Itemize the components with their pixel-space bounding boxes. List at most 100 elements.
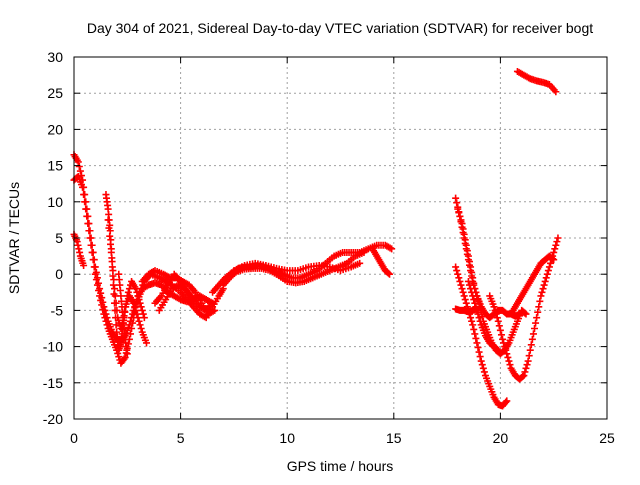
data-point	[209, 299, 217, 307]
data-point	[142, 339, 150, 347]
data-point	[520, 372, 528, 380]
data-point	[547, 259, 555, 267]
data-point	[475, 314, 483, 322]
data-point	[522, 310, 530, 318]
data-point	[523, 361, 531, 369]
x-tick-label: 5	[177, 430, 185, 446]
y-tick-label: 5	[55, 230, 63, 246]
data-point	[461, 296, 469, 304]
data-point	[521, 368, 529, 376]
x-tick-label: 20	[493, 430, 509, 446]
y-tick-label: -15	[43, 375, 63, 391]
data-point	[460, 292, 468, 300]
data-point	[137, 325, 145, 332]
y-tick-label: -20	[43, 411, 63, 427]
data-point	[469, 292, 477, 300]
data-point	[528, 335, 536, 343]
data-point	[499, 335, 507, 343]
data-point	[470, 279, 478, 287]
data-point	[527, 341, 535, 349]
x-tick-label: 15	[386, 430, 402, 446]
series-arc-18	[486, 234, 562, 383]
data-point	[468, 288, 476, 296]
y-tick-label: 25	[47, 85, 63, 101]
data-point	[470, 325, 478, 333]
data-point	[480, 368, 488, 376]
y-tick-label: -10	[43, 339, 63, 355]
data-point	[452, 194, 460, 202]
data-point	[501, 343, 509, 351]
data-point	[470, 296, 478, 304]
data-point	[552, 241, 560, 249]
data-point	[138, 306, 146, 314]
data-point	[455, 274, 463, 282]
data-point	[502, 398, 510, 406]
data-point	[84, 220, 92, 228]
data-point	[86, 234, 94, 242]
series-arc-11	[219, 248, 368, 289]
data-point	[90, 263, 98, 271]
data-point	[503, 350, 511, 358]
data-point	[121, 353, 129, 361]
data-point	[549, 255, 557, 263]
data-point	[456, 212, 464, 220]
data-point	[128, 325, 136, 332]
data-point	[536, 297, 544, 305]
data-point	[137, 303, 145, 311]
data-point	[540, 281, 548, 289]
data-point	[539, 285, 547, 293]
data-point	[551, 245, 559, 253]
data-point	[386, 270, 394, 278]
data-point	[360, 248, 368, 256]
data-point	[471, 299, 479, 307]
series-arc-19	[452, 305, 481, 316]
data-point	[491, 306, 499, 314]
data-point	[472, 334, 480, 342]
y-tick-label: 30	[47, 49, 63, 65]
data-point	[77, 172, 85, 180]
data-point	[522, 364, 530, 372]
data-point	[464, 252, 472, 260]
grid	[74, 57, 607, 419]
data-point	[537, 292, 545, 300]
data-point	[75, 163, 83, 171]
data-point	[453, 199, 461, 207]
data-point	[124, 288, 132, 296]
data-point	[453, 267, 461, 275]
series-arc-21	[513, 67, 560, 96]
data-point	[80, 191, 88, 199]
data-point	[458, 285, 466, 293]
data-point	[544, 267, 552, 275]
data-point	[455, 209, 463, 217]
data-point	[541, 277, 549, 285]
data-point	[76, 167, 84, 175]
data-point	[543, 270, 551, 278]
y-tick-label: 10	[47, 194, 63, 210]
data-point	[135, 317, 143, 325]
data-point	[126, 330, 134, 338]
data-point	[107, 240, 115, 248]
data-point	[463, 247, 471, 255]
data-point	[74, 158, 82, 166]
data-point	[473, 305, 481, 313]
data-point	[130, 299, 138, 307]
data-point	[492, 310, 500, 318]
data-point	[136, 299, 144, 307]
data-point	[80, 262, 88, 270]
data-point	[139, 310, 147, 318]
data-point	[105, 224, 113, 232]
data-point	[476, 353, 484, 361]
data-point	[475, 348, 483, 356]
series-arc-3	[70, 230, 88, 270]
data-point	[108, 258, 116, 266]
data-point	[101, 314, 109, 322]
data-point	[467, 285, 475, 293]
data-point	[460, 230, 468, 238]
data-point	[478, 313, 486, 321]
y-axis-label: SDTVAR / TECUs	[6, 182, 22, 294]
series-arc-13	[368, 245, 394, 278]
data-point	[465, 258, 473, 266]
data-point	[82, 205, 90, 213]
y-tick-label: 20	[47, 121, 63, 137]
